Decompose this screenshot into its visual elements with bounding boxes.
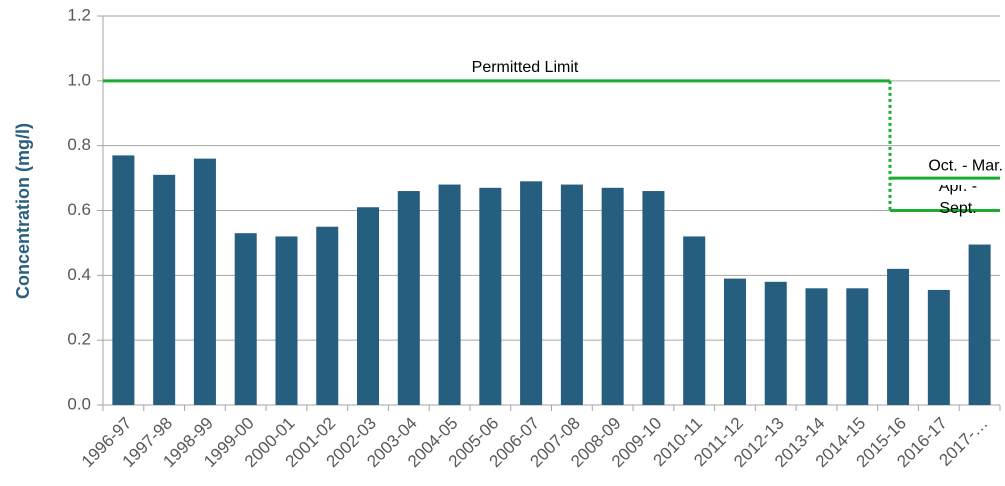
bar (479, 187, 502, 405)
bar (805, 288, 828, 405)
bar (968, 244, 991, 405)
y-tick-label: 0.6 (67, 200, 91, 219)
y-axis-label: Concentration (mg/l) (13, 123, 33, 299)
bar (927, 289, 950, 405)
bar (520, 181, 543, 405)
bar (193, 158, 216, 405)
y-tick-label: 0.8 (67, 135, 91, 154)
bar (234, 233, 257, 405)
bar (153, 174, 176, 405)
bar (275, 236, 298, 405)
bar (397, 191, 420, 405)
bar (357, 207, 380, 405)
limit-label: Permitted Limit (472, 59, 579, 76)
limit-label-box: Apr. - Sept. (938, 184, 978, 217)
y-tick-label: 0.2 (67, 330, 91, 349)
bar (642, 191, 665, 405)
bar (560, 184, 583, 405)
bar (683, 236, 706, 405)
bar (112, 155, 135, 405)
limit-label: Apr. - Sept. (938, 184, 978, 217)
y-tick-label: 0.0 (67, 394, 91, 413)
bar (846, 288, 869, 405)
bar (887, 268, 910, 405)
bar (438, 184, 461, 405)
limit-label: Oct. - Mar. (928, 157, 1003, 174)
y-tick-label: 1.0 (67, 70, 91, 89)
bar (723, 278, 746, 405)
bar (316, 226, 339, 405)
y-tick-label: 1.2 (67, 5, 91, 24)
y-tick-label: 0.4 (67, 265, 91, 284)
bar (601, 187, 624, 405)
bar (764, 281, 787, 405)
